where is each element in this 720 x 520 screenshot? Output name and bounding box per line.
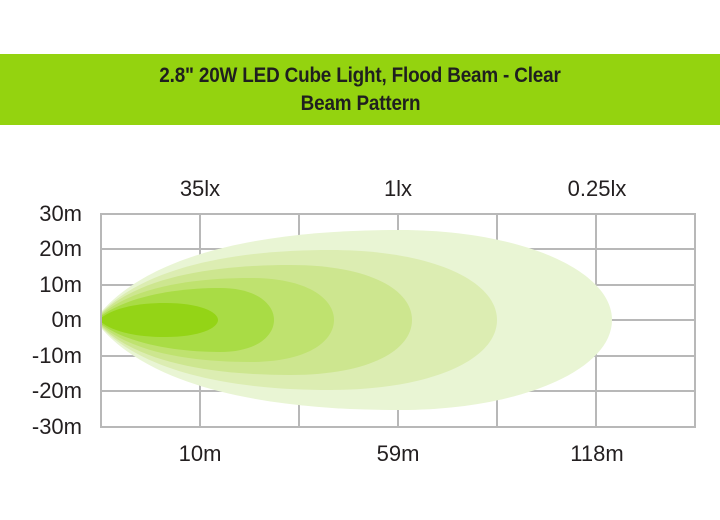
beam-pattern (101, 230, 612, 410)
beam-band-core (101, 303, 218, 337)
top-label-35lx: 35lx (179, 176, 221, 201)
chart-title-line1: 2.8" 20W LED Cube Light, Flood Beam - Cl… (159, 63, 561, 87)
y-label-0: 0m (51, 307, 82, 332)
y-label-neg30: -30m (31, 414, 82, 439)
chart-title-line2: Beam Pattern (300, 91, 420, 115)
y-label-neg20: -20m (31, 378, 82, 403)
top-label-025lx: 0.25lx (567, 176, 627, 201)
bottom-label-10m: 10m (178, 441, 222, 466)
bottom-label-118m: 118m (570, 441, 624, 466)
y-label-20: 20m (39, 236, 82, 261)
title-banner: 2.8" 20W LED Cube Light, Flood Beam - Cl… (0, 54, 720, 125)
y-label-neg10: -10m (31, 343, 82, 368)
y-label-10: 10m (39, 272, 82, 297)
bottom-label-59m: 59m (376, 441, 420, 466)
top-label-1lx: 1lx (383, 176, 413, 201)
y-label-30: 30m (39, 201, 82, 226)
